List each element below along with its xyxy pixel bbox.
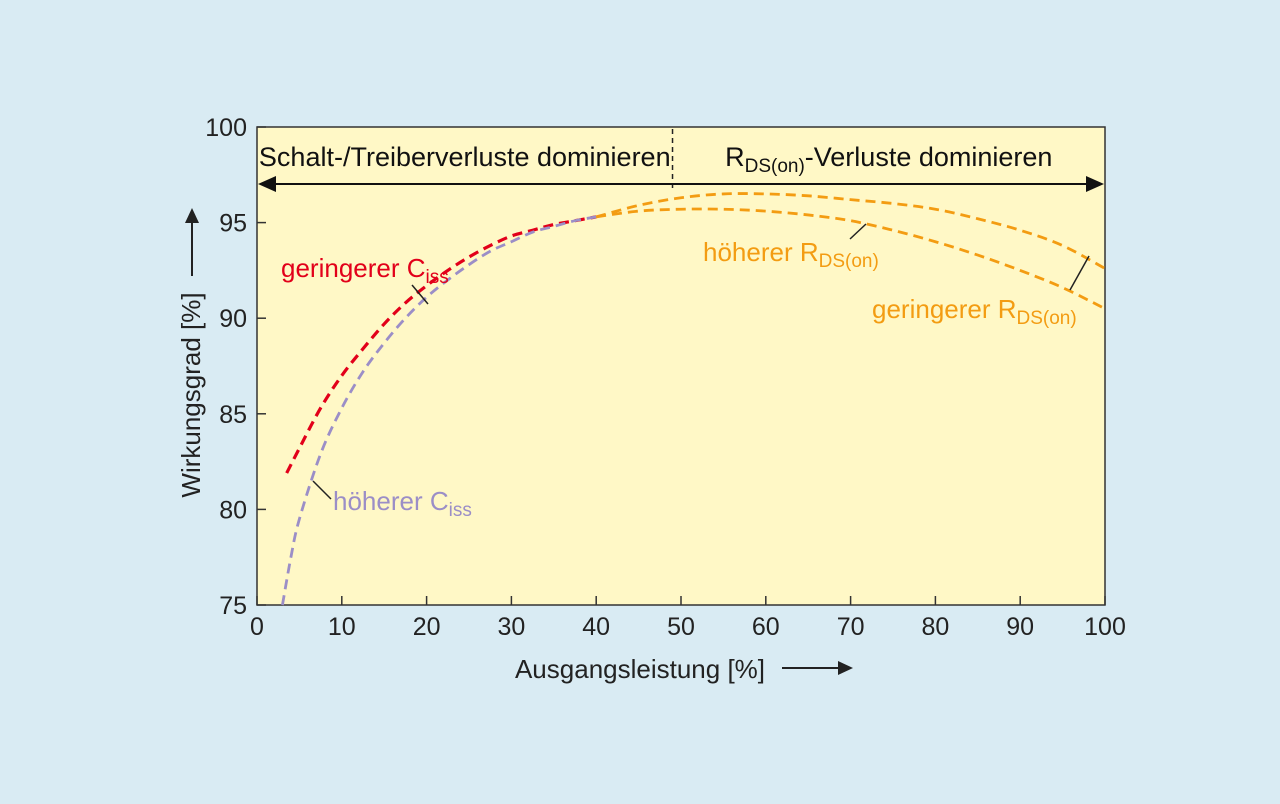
x-tick-label: 50 [667,613,695,641]
region-arrow-right-head [1086,176,1104,192]
x-ticks: 0 10 20 30 40 50 60 70 80 90 100 [250,596,1126,641]
y-tick-label: 85 [219,401,247,429]
leader-geringerer-ciss [411,284,429,305]
x-tick-label: 10 [328,613,356,641]
curve-hoeherer-ciss [281,215,597,606]
leader-hoeherer-ciss [312,480,332,500]
label-hoeherer-rdson: höherer RDS(on) [703,237,879,272]
region-arrow-left-head [258,176,276,192]
x-tick-label: 100 [1084,613,1126,641]
y-ticks: 75 80 85 90 95 100 [205,114,266,620]
y-tick-label: 90 [219,305,247,333]
x-axis-arrow [782,661,853,675]
y-tick-label: 95 [219,210,247,238]
x-tick-label: 60 [752,613,780,641]
y-tick-label: 80 [219,496,247,524]
regions-layer: Schalt-/Treiberverluste dominieren RDS(on… [258,129,1104,192]
x-axis-label: Ausgangsleistung [%] [515,654,765,684]
x-tick-label: 40 [582,613,610,641]
leader-hoeherer-rdson [849,223,867,240]
leader-geringerer-rdson [1069,255,1090,291]
y-axis-arrow [185,208,199,276]
x-tick-label: 90 [1006,613,1034,641]
label-geringerer-rdson: geringerer RDS(on) [872,294,1077,329]
x-tick-label: 20 [413,613,441,641]
curve-geringerer-rdson [595,192,1106,270]
x-tick-label: 30 [497,613,525,641]
x-tick-label: 0 [250,613,264,641]
region-label-switching: Schalt-/Treiberverluste dominieren [259,142,671,172]
label-hoeherer-ciss: höherer Ciss [333,486,472,521]
curve-geringerer-ciss [285,215,597,474]
curve-hoeherer-rdson [596,207,1106,310]
y-axis-label: Wirkungsgrad [%] [176,292,206,497]
y-tick-label: 75 [219,592,247,620]
x-tick-label: 70 [837,613,865,641]
region-label-rdson: RDS(on)-Verluste dominieren [725,142,1052,177]
series-layer [281,192,1106,606]
label-geringerer-ciss: geringerer Ciss [281,253,449,288]
y-tick-label: 100 [205,114,247,142]
plot-area [256,126,1106,606]
x-tick-label: 80 [921,613,949,641]
